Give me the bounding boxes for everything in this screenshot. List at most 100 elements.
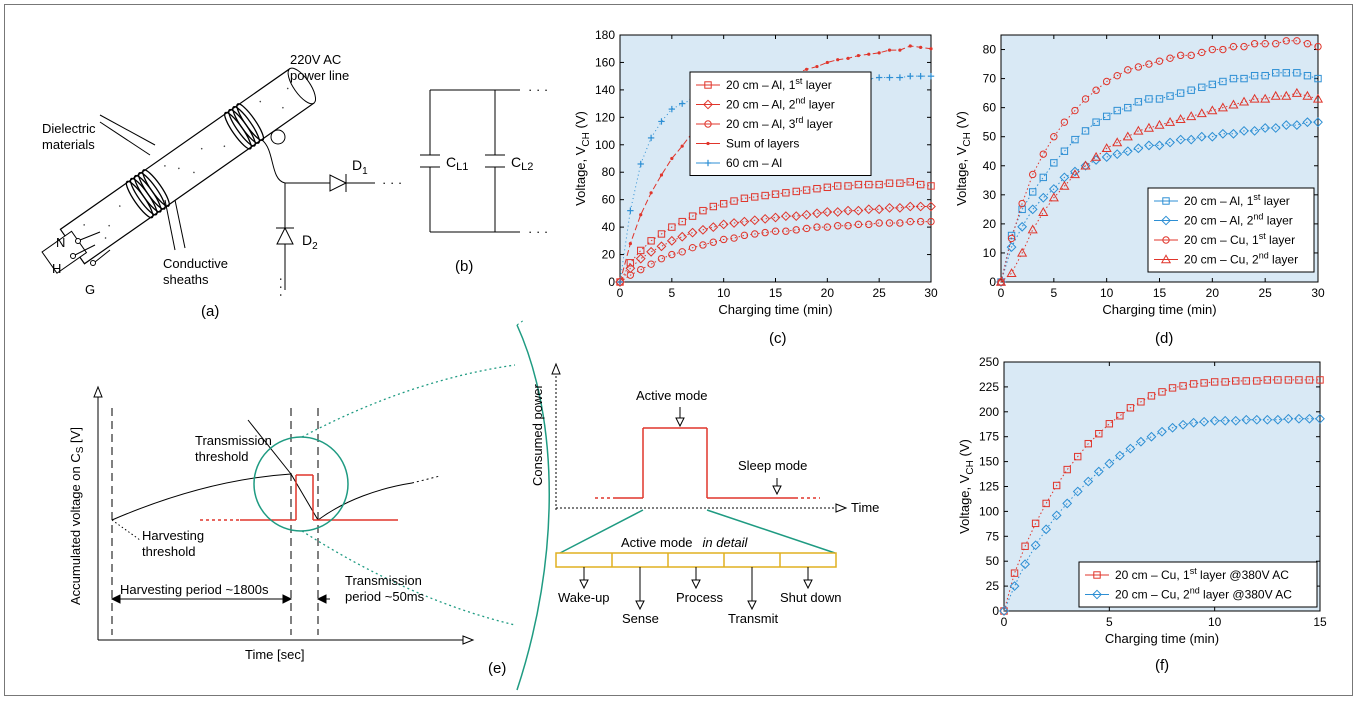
panel-b-label: (b) [455, 258, 473, 275]
data-point [908, 44, 912, 48]
data-point [698, 224, 708, 235]
data-point [1221, 378, 1229, 386]
data-point [1305, 376, 1314, 384]
y-tick-label: 0 [992, 604, 999, 618]
data-point [1250, 71, 1259, 80]
data-point [1314, 74, 1322, 83]
legend-marker [1161, 215, 1171, 226]
chart-d: 0 10 20 30 40 50 60 70 80 0 5 10 15 20 25 30 Charging ti… [954, 34, 1325, 347]
data-point [1281, 120, 1292, 130]
panel-label: (d) [1155, 330, 1173, 347]
legend-marker [1162, 197, 1170, 205]
data-point [1291, 87, 1302, 97]
chart-f: 0 25 50 75 100 125 150 175 200 225 250 0 5 10 15 Chargi… [957, 355, 1327, 674]
data-point [760, 213, 771, 224]
series [997, 37, 1322, 286]
data-point [1154, 119, 1165, 129]
data-point [1052, 481, 1061, 490]
legend-marker [704, 81, 712, 89]
data-point [875, 74, 883, 81]
series-line [1000, 40, 1319, 283]
data-point [637, 265, 645, 274]
data-point [1050, 159, 1058, 167]
legend-entry: 60 cm – Al [726, 156, 782, 170]
d2-label: D2 [302, 232, 318, 252]
y-tick-label: 125 [979, 480, 999, 494]
data-point [1208, 45, 1217, 54]
data-point [1263, 376, 1272, 384]
data-point [1165, 137, 1175, 148]
data-point [919, 45, 923, 49]
power-profile [595, 427, 820, 499]
data-point [709, 202, 717, 211]
data-point [740, 231, 749, 240]
data-point [1084, 439, 1092, 448]
data-point [1166, 92, 1174, 100]
x-tick-label: 20 [821, 286, 835, 300]
legend-box [1147, 187, 1315, 273]
diode-d1 [329, 174, 375, 192]
series [999, 413, 1325, 616]
y-tick-label: 20 [983, 217, 997, 231]
data-point [730, 197, 738, 205]
y-tick-label: 225 [979, 380, 999, 394]
data-point [639, 213, 643, 217]
data-point [1143, 122, 1154, 132]
data-point [927, 182, 935, 190]
legend-box [1078, 561, 1318, 608]
data-point [867, 52, 871, 56]
data-point [1069, 169, 1081, 179]
data-point [1155, 95, 1164, 103]
data-point [856, 53, 861, 58]
data-point [916, 180, 925, 189]
data-point [1240, 42, 1248, 51]
data-point [1020, 559, 1030, 570]
data-point [1017, 247, 1028, 257]
panel-e-x-axis-label: Time [sec] [245, 647, 304, 662]
data-point [1261, 40, 1269, 48]
power-line-label-2: power line [290, 68, 349, 83]
dielectric-label-1: Dielectric [42, 121, 96, 136]
time-label: Time [851, 500, 879, 515]
data-point [1113, 71, 1121, 80]
data-point [1229, 42, 1238, 51]
data-point [898, 48, 902, 52]
data-point [679, 100, 686, 107]
data-point [770, 212, 781, 223]
wire-g-label: G [85, 282, 95, 297]
data-point [1291, 120, 1302, 130]
data-point [1124, 103, 1132, 112]
tx-threshold-label-1: Transmission [195, 433, 272, 448]
series [1000, 376, 1324, 615]
series-line [1003, 418, 1320, 612]
hv-period-label: Harvesting period ~1800s [120, 582, 269, 597]
panel-label: (f) [1155, 657, 1169, 674]
data-point [1187, 51, 1195, 60]
tx-period-label-1: Transmission [345, 573, 422, 588]
y-tick-label: 50 [986, 554, 1000, 568]
data-point [1133, 143, 1144, 154]
data-point [844, 182, 852, 190]
data-point [1249, 93, 1260, 103]
data-point [1000, 607, 1008, 615]
y-tick-label: 20 [602, 248, 616, 262]
data-point [719, 200, 728, 208]
data-point [1232, 377, 1240, 385]
active-mode-detail-label: Active mode in detail [621, 535, 748, 550]
data-point [1122, 131, 1133, 141]
data-point [813, 223, 821, 231]
data-point [1176, 89, 1185, 97]
d2-dots: · · · [274, 277, 289, 297]
data-point [1167, 422, 1178, 433]
chart-c: 0 20 40 60 80 100 120 140 160 180 0 5 10 15 20 25 30 Char… [573, 28, 938, 347]
data-point [1095, 430, 1103, 438]
data-point [875, 219, 883, 227]
data-point [1147, 392, 1156, 400]
data-point [782, 227, 790, 235]
legend-entry: Sum of layers [726, 137, 799, 151]
data-point [1080, 160, 1091, 170]
x-tick-label: 5 [1106, 615, 1113, 629]
data-point [1238, 96, 1250, 106]
series-line [1000, 121, 1318, 283]
y-tick-label: 100 [979, 504, 999, 518]
